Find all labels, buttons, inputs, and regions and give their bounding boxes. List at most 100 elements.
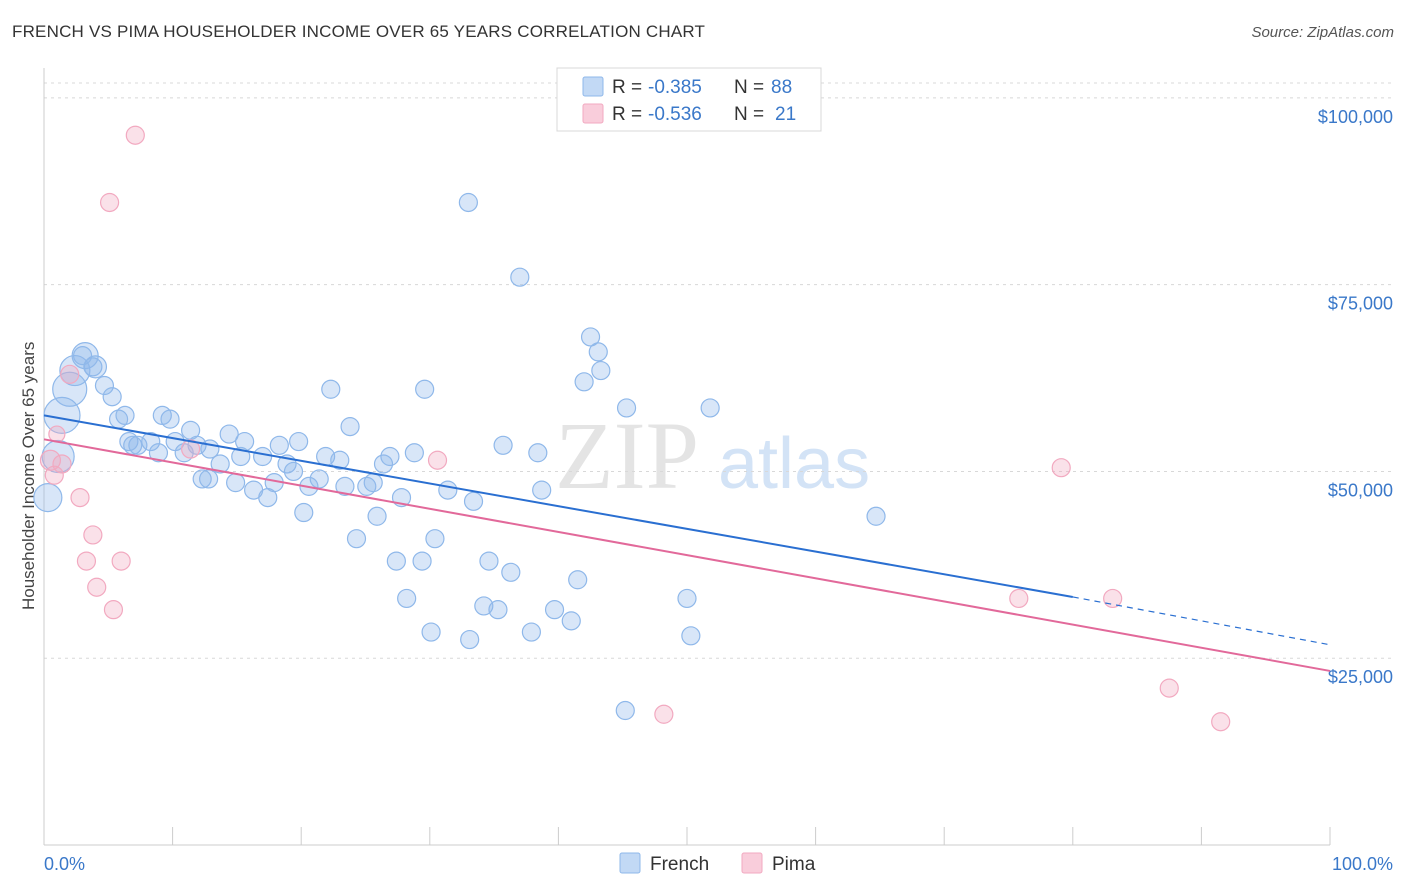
- chart-title: FRENCH VS PIMA HOUSEHOLDER INCOME OVER 6…: [12, 22, 706, 41]
- french-point: [289, 431, 309, 452]
- french-point: [574, 372, 594, 392]
- french-point: [226, 473, 246, 493]
- french-point: [532, 480, 552, 500]
- legend-pima-r-label: R =: [612, 104, 642, 125]
- french-point: [231, 446, 251, 467]
- legend-pima-swatch: [582, 103, 604, 124]
- watermark-atlas: atlas: [718, 424, 870, 504]
- french-point: [521, 622, 541, 642]
- y-tick-label: $50,000: [1328, 480, 1393, 500]
- pima-point: [76, 551, 97, 571]
- french-point: [479, 551, 499, 571]
- gridlines: [44, 82, 1394, 659]
- legend: R = -0.385 N = 88 R = -0.536 N = 21: [556, 67, 822, 132]
- french-point: [460, 629, 480, 650]
- french-point: [115, 405, 135, 426]
- french-point: [148, 443, 169, 463]
- pima-point: [1211, 712, 1231, 732]
- bottom-legend-pima-label: Pima: [772, 854, 816, 875]
- pima-trend-line: [43, 438, 1331, 672]
- french-point: [510, 267, 530, 287]
- french-point: [330, 450, 350, 470]
- legend-french-r-value: -0.385: [648, 77, 702, 98]
- bottom-legend: French Pima: [619, 852, 816, 875]
- french-point: [700, 398, 720, 418]
- french-point: [501, 562, 521, 582]
- french-point: [580, 327, 601, 347]
- legend-french-r-label: R =: [612, 77, 642, 98]
- pima-point: [99, 192, 120, 213]
- pima-point: [87, 577, 107, 597]
- legend-pima-n-value: 21: [775, 104, 796, 125]
- french-point: [616, 398, 637, 418]
- y-tick-label: $100,000: [1318, 107, 1393, 127]
- legend-french-n-label: N =: [734, 77, 764, 98]
- french-point: [160, 409, 180, 429]
- bottom-legend-pima-swatch: [741, 852, 763, 874]
- french-point: [568, 570, 588, 590]
- bottom-legend-french-label: French: [650, 854, 709, 875]
- french-point: [528, 443, 548, 463]
- french-point: [588, 342, 608, 362]
- french-point: [373, 454, 394, 474]
- trend-lines: [43, 414, 1331, 672]
- french-point: [866, 506, 886, 526]
- french-point: [397, 588, 417, 609]
- french-point: [404, 443, 424, 463]
- legend-french-swatch: [582, 76, 604, 97]
- french-point: [474, 596, 494, 616]
- french-point: [102, 387, 122, 407]
- french-point: [346, 529, 367, 549]
- french-point: [123, 435, 143, 455]
- x-tick-label: 0.0%: [44, 854, 85, 874]
- pima-point: [70, 487, 90, 508]
- french-point: [199, 469, 219, 489]
- french-point: [363, 473, 383, 493]
- french-point: [386, 551, 406, 571]
- french-point: [421, 622, 441, 642]
- french-point: [235, 431, 255, 452]
- y-tick-label: $75,000: [1328, 294, 1393, 314]
- french-point: [59, 354, 91, 387]
- axes: [43, 68, 1331, 846]
- french-point: [33, 482, 63, 513]
- pima-point: [83, 525, 103, 545]
- french-point: [415, 379, 435, 399]
- french-point: [681, 626, 701, 646]
- tick-labels: $25,000 $50,000 $75,000 $100,000 0.0% 100.0%: [44, 107, 1393, 874]
- french-point: [141, 431, 161, 452]
- french-point: [380, 446, 400, 467]
- french-point: [561, 611, 581, 631]
- french-point: [493, 435, 513, 455]
- french-point: [309, 469, 329, 489]
- french-point: [458, 192, 478, 213]
- legend-french-n-value: 88: [771, 77, 792, 98]
- french-point: [425, 529, 445, 549]
- pima-point: [39, 449, 62, 471]
- french-point: [321, 379, 341, 399]
- french-point: [544, 600, 565, 620]
- french-point: [269, 435, 289, 455]
- pima-point: [1159, 678, 1179, 698]
- pima-point: [111, 551, 131, 571]
- legend-pima-n-label: N =: [734, 104, 764, 125]
- pima-point: [181, 439, 201, 459]
- french-point: [412, 551, 432, 571]
- french-point: [615, 700, 635, 721]
- french-point: [253, 446, 273, 467]
- french-point: [283, 461, 304, 482]
- french-point: [294, 502, 314, 523]
- french-point: [463, 491, 484, 511]
- pima-point: [125, 125, 145, 145]
- y-tick-label: $25,000: [1328, 667, 1393, 687]
- pima-point: [1103, 588, 1123, 609]
- french-point: [367, 506, 387, 526]
- watermark-zip: ZIP: [555, 402, 699, 509]
- pima-point: [52, 454, 72, 474]
- pima-point: [1009, 588, 1029, 609]
- legend-pima-r-value: -0.536: [648, 104, 702, 125]
- pima-point: [427, 450, 448, 470]
- french-point: [94, 375, 115, 396]
- pima-point: [44, 465, 64, 485]
